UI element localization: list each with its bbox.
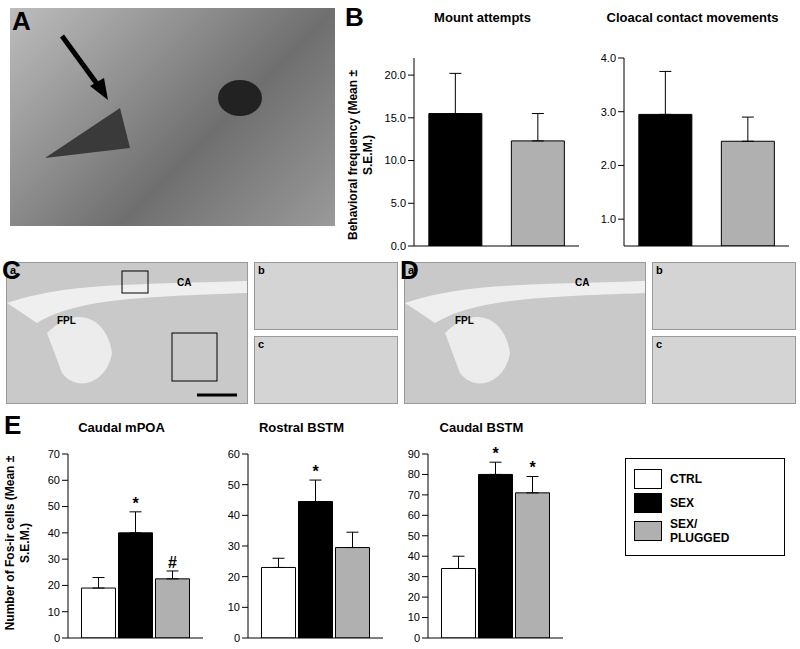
svg-text:5.0: 5.0 [391, 197, 406, 209]
svg-text:#: # [168, 554, 177, 571]
svg-text:20: 20 [48, 579, 60, 591]
svg-text:2.0: 2.0 [601, 159, 616, 171]
html-text:c: c [258, 338, 265, 350]
svg-text:0: 0 [54, 632, 60, 644]
html-text:FPL: FPL [57, 315, 76, 326]
svg-text:10: 10 [408, 611, 420, 623]
html-text:b: b [258, 264, 265, 276]
svg-text:0: 0 [414, 632, 420, 644]
svg-text:10: 10 [48, 606, 60, 618]
svg-text:*: * [529, 459, 536, 476]
html-text:Rostral BSTM: Rostral BSTM [258, 420, 345, 435]
html-text:SEX: SEX [670, 496, 694, 510]
html-text:Cloacal contact movements: Cloacal contact movements [606, 10, 779, 25]
html-text:CA: CA [177, 277, 192, 288]
svg-text:90: 90 [408, 448, 420, 460]
svg-text:40: 40 [228, 509, 240, 521]
html-text:a: a [10, 264, 17, 276]
html-text:D: D [400, 255, 419, 285]
svg-text:10: 10 [228, 601, 240, 613]
svg-text:1.0: 1.0 [601, 213, 616, 225]
svg-text:*: * [132, 495, 139, 512]
svg-text:70: 70 [48, 448, 60, 460]
svg-text:30: 30 [228, 540, 240, 552]
svg-text:0: 0 [234, 632, 240, 644]
html-text:b: b [656, 264, 663, 276]
svg-text:20: 20 [228, 571, 240, 583]
html-text:CTRL: CTRL [670, 472, 702, 486]
svg-text:80: 80 [408, 468, 420, 480]
html-text:Number of Fos-ir cells (Mean ±: Number of Fos-ir cells (Mean ± S.E.M.) [2, 455, 31, 630]
svg-text:60: 60 [48, 474, 60, 486]
svg-text:*: * [492, 445, 499, 462]
html-text:C: C [2, 255, 21, 285]
svg-text:0.0: 0.0 [391, 240, 406, 252]
html-text:Mount attempts: Mount attempts [434, 10, 531, 25]
svg-text:50: 50 [228, 479, 240, 491]
svg-text:*: * [312, 463, 319, 480]
svg-text:20.0: 20.0 [385, 69, 406, 81]
svg-text:10.0: 10.0 [385, 154, 406, 166]
html-text:SEX/ PLUGGED: SEX/ PLUGGED [670, 517, 730, 545]
svg-text:20: 20 [408, 591, 420, 603]
svg-text:3.0: 3.0 [601, 106, 616, 118]
svg-text:50: 50 [408, 530, 420, 542]
html-text:a: a [408, 264, 415, 276]
html-text:Behavioral frequency (Mean ± S: Behavioral frequency (Mean ± S.E.M.) [346, 70, 375, 240]
html-text:E: E [4, 410, 22, 440]
svg-text:60: 60 [408, 509, 420, 521]
svg-text:40: 40 [48, 527, 60, 539]
svg-text:70: 70 [408, 489, 420, 501]
svg-text:40: 40 [408, 550, 420, 562]
svg-text:60: 60 [228, 448, 240, 460]
html-text:CA: CA [575, 277, 590, 288]
html-text:FPL: FPL [455, 315, 474, 326]
html-text:Caudal BSTM: Caudal BSTM [439, 420, 524, 435]
html-text:c: c [656, 338, 663, 350]
html-text:A: A [12, 6, 31, 36]
html-text:Caudal mPOA: Caudal mPOA [78, 420, 165, 435]
html-text:B: B [345, 2, 364, 32]
svg-text:15.0: 15.0 [385, 112, 406, 124]
svg-text:50: 50 [48, 500, 60, 512]
svg-text:4.0: 4.0 [601, 52, 616, 64]
svg-text:30: 30 [408, 571, 420, 583]
svg-text:30: 30 [48, 553, 60, 565]
